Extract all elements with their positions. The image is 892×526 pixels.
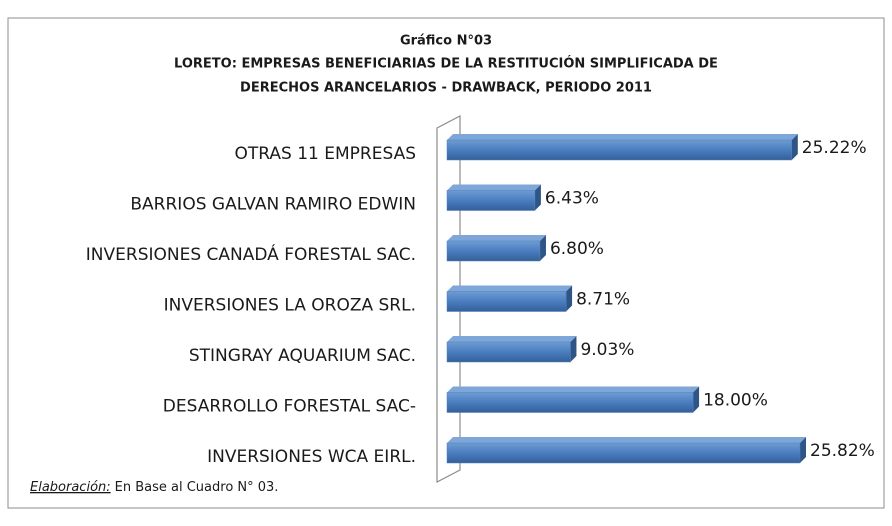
- bar-side: [534, 184, 541, 211]
- bar: [446, 190, 536, 211]
- chart-subtitle: LORETO: EMPRESAS BENEFICIARIAS DE LA RES…: [174, 56, 718, 72]
- bar-top: [447, 336, 577, 342]
- chart-title: Gráfico N°03: [400, 34, 492, 49]
- bar-top: [447, 184, 541, 191]
- bar-side: [566, 285, 573, 312]
- bar-side: [791, 134, 798, 160]
- category-label: DESARROLLO FORESTAL SAC-: [163, 397, 416, 417]
- bar: [446, 341, 571, 363]
- value-label: 25.22%: [802, 138, 867, 158]
- bar: [446, 291, 567, 312]
- bar-top: [447, 285, 573, 292]
- bar-side: [693, 386, 700, 413]
- note: Elaboración: En Base al Cuadro N° 03.: [30, 480, 278, 495]
- category-label: BARRIOS GALVAN RAMIRO EDWIN: [130, 195, 416, 215]
- note-label: Elaboración:: [30, 480, 111, 495]
- bar: [446, 392, 694, 413]
- bar: [446, 240, 541, 262]
- category-label: INVERSIONES WCA EIRL.: [207, 447, 416, 467]
- category-label: INVERSIONES CANADÁ FORESTAL SAC.: [86, 243, 416, 265]
- value-label: 9.03%: [580, 340, 634, 360]
- value-label: 25.82%: [810, 441, 875, 461]
- value-label: 18.00%: [703, 391, 768, 411]
- bar-top: [447, 386, 700, 393]
- bar-side: [800, 437, 806, 463]
- bar: [446, 139, 793, 161]
- category-label: INVERSIONES LA OROZA SRL.: [164, 296, 416, 316]
- value-label: 6.80%: [550, 239, 604, 259]
- value-label: 8.71%: [576, 290, 630, 310]
- bar-top: [447, 437, 806, 443]
- bar-top: [447, 134, 798, 140]
- chart-subtitle: DERECHOS ARANCELARIOS - DRAWBACK, PERIOD…: [240, 81, 652, 96]
- category-label: OTRAS 11 EMPRESAS: [235, 144, 417, 164]
- bar-side: [570, 336, 577, 362]
- bar-top: [447, 235, 546, 241]
- bar-side: [539, 235, 546, 261]
- bar: [446, 442, 801, 464]
- category-label: STINGRAY AQUARIUM SAC.: [189, 346, 416, 366]
- note-text: En Base al Cuadro N° 03.: [115, 480, 279, 495]
- value-label: 6.43%: [545, 189, 599, 209]
